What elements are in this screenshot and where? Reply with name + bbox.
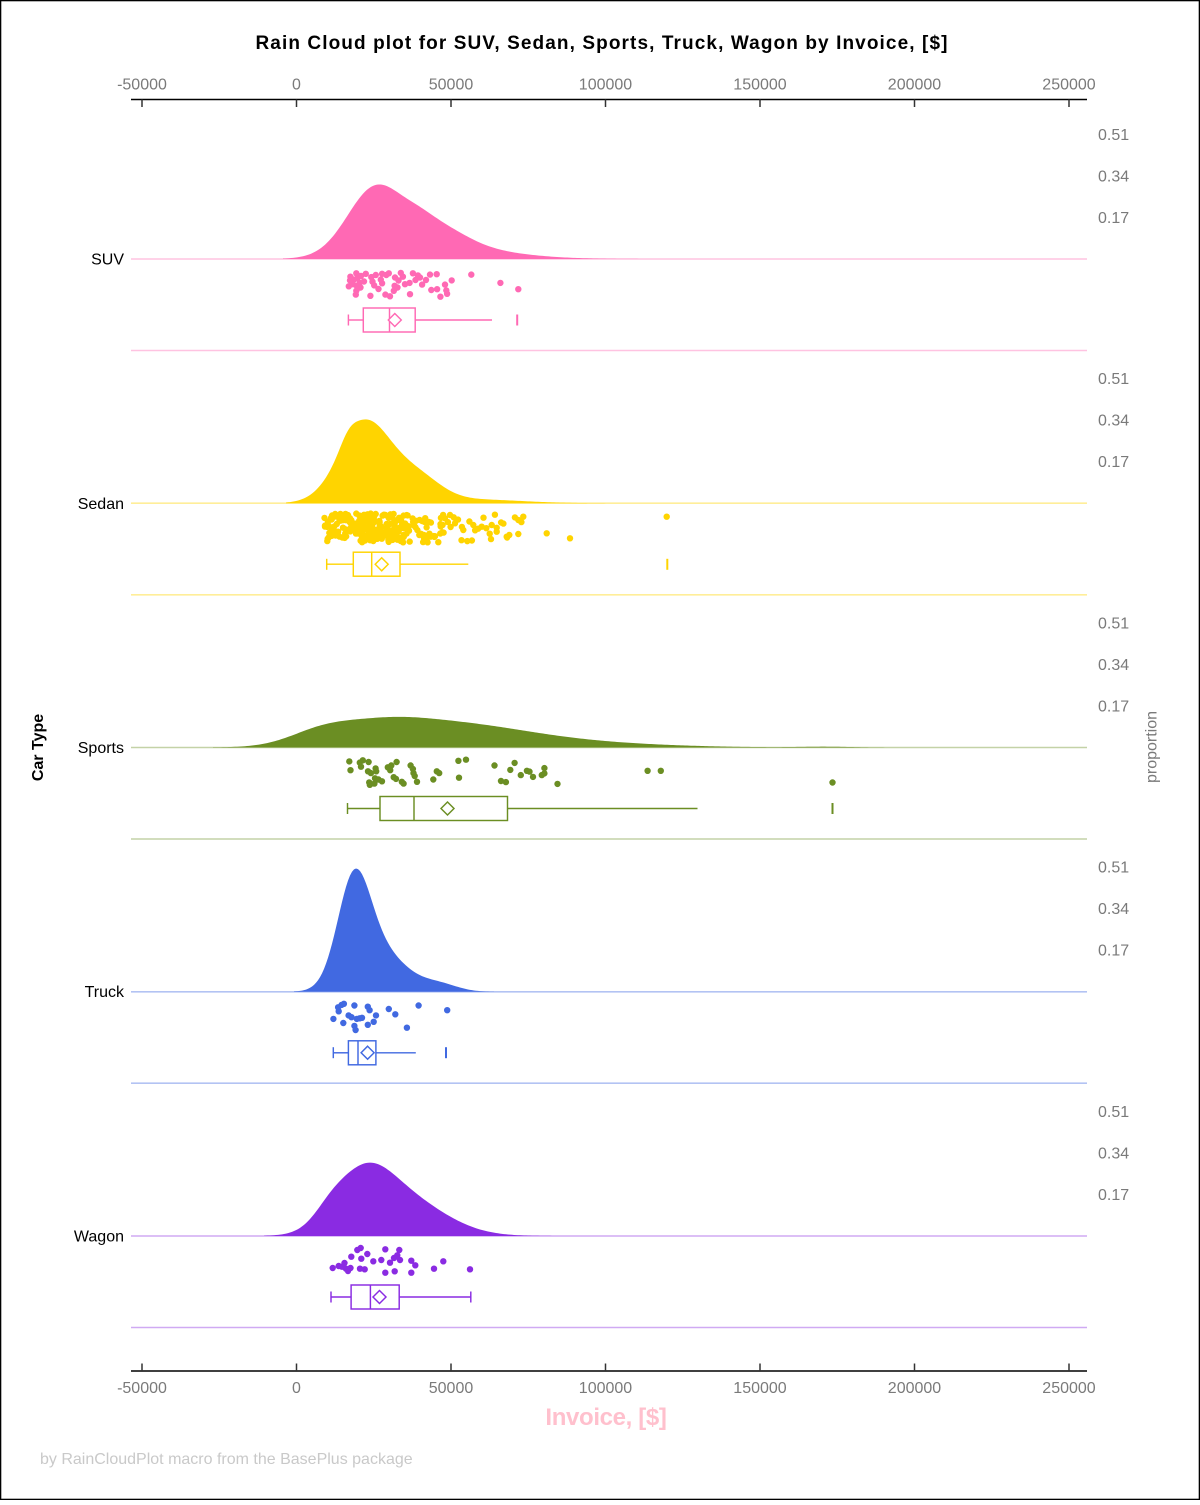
svg-text:proportion: proportion (1144, 711, 1161, 783)
svg-text:0.51: 0.51 (1098, 1104, 1129, 1121)
svg-text:0.51: 0.51 (1098, 860, 1129, 877)
svg-text:0.17: 0.17 (1098, 698, 1129, 715)
svg-text:Car Type: Car Type (30, 714, 47, 781)
svg-text:100000: 100000 (579, 1380, 632, 1397)
svg-text:Truck: Truck (85, 984, 125, 1001)
svg-text:Wagon: Wagon (74, 1229, 124, 1246)
svg-text:0.51: 0.51 (1098, 615, 1129, 632)
svg-text:0.34: 0.34 (1098, 168, 1129, 185)
svg-text:0.17: 0.17 (1098, 210, 1129, 227)
svg-text:Rain Cloud plot for SUV, Sedan: Rain Cloud plot for SUV, Sedan, Sports, … (255, 33, 948, 54)
svg-text:Sports: Sports (78, 740, 124, 757)
svg-text:50000: 50000 (429, 77, 474, 94)
svg-text:150000: 150000 (733, 1380, 786, 1397)
svg-text:0: 0 (292, 77, 301, 94)
svg-text:0.51: 0.51 (1098, 127, 1129, 144)
svg-text:250000: 250000 (1042, 77, 1095, 94)
svg-text:100000: 100000 (579, 77, 632, 94)
svg-text:-50000: -50000 (117, 1380, 167, 1397)
svg-text:0.17: 0.17 (1098, 454, 1129, 471)
svg-text:200000: 200000 (888, 77, 941, 94)
svg-text:Invoice, [$]: Invoice, [$] (545, 1404, 666, 1431)
svg-text:150000: 150000 (733, 77, 786, 94)
svg-text:SUV: SUV (91, 252, 124, 269)
svg-text:0.34: 0.34 (1098, 413, 1129, 430)
svg-text:by RainCloudPlot macro from th: by RainCloudPlot macro from the BasePlus… (40, 1451, 413, 1468)
svg-text:0.34: 0.34 (1098, 901, 1129, 918)
svg-text:0.17: 0.17 (1098, 1187, 1129, 1204)
svg-text:0.17: 0.17 (1098, 943, 1129, 960)
svg-text:250000: 250000 (1042, 1380, 1095, 1397)
svg-text:50000: 50000 (429, 1380, 474, 1397)
svg-text:Sedan: Sedan (78, 496, 124, 513)
svg-text:0.51: 0.51 (1098, 371, 1129, 388)
svg-text:0: 0 (292, 1380, 301, 1397)
svg-text:0.34: 0.34 (1098, 1145, 1129, 1162)
svg-text:0.34: 0.34 (1098, 657, 1129, 674)
svg-text:200000: 200000 (888, 1380, 941, 1397)
svg-text:-50000: -50000 (117, 77, 167, 94)
